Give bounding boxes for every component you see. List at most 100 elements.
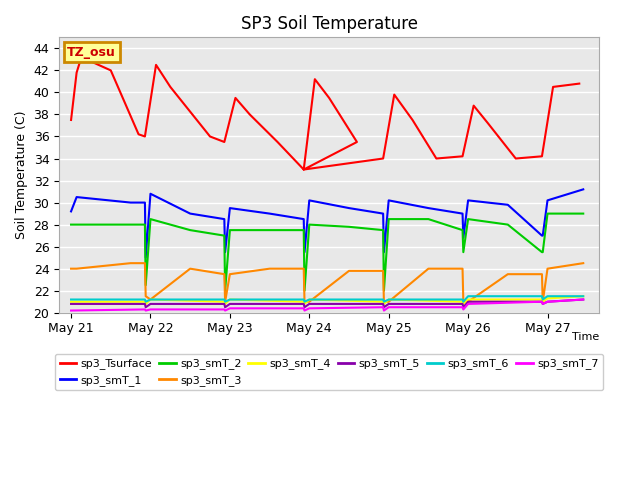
sp3_smT_2	[504, 222, 511, 228]
sp3_smT_2	[543, 211, 551, 216]
sp3_Tsurface	[300, 167, 308, 172]
sp3_Tsurface	[220, 139, 228, 145]
sp3_Tsurface	[459, 154, 467, 159]
sp3_smT_6	[460, 299, 467, 305]
sp3_smT_2	[300, 227, 308, 233]
sp3_smT_5	[147, 301, 154, 307]
sp3_smT_4	[141, 299, 148, 305]
sp3_smT_2	[380, 227, 387, 233]
sp3_smT_6	[539, 297, 547, 302]
sp3_smT_3	[226, 271, 234, 277]
sp3_smT_6	[226, 297, 234, 302]
sp3_smT_6	[543, 293, 551, 299]
sp3_Tsurface	[274, 139, 282, 145]
sp3_Tsurface	[107, 68, 115, 73]
sp3_Tsurface	[549, 84, 557, 90]
sp3_smT_7	[226, 305, 234, 311]
sp3_smT_7	[380, 308, 388, 313]
sp3_smT_3	[127, 260, 134, 266]
sp3_smT_3	[345, 268, 353, 274]
sp3_smT_1	[147, 191, 154, 197]
Title: SP3 Soil Temperature: SP3 Soil Temperature	[241, 15, 418, 33]
sp3_smT_6	[380, 297, 387, 302]
sp3_smT_3	[305, 299, 313, 305]
sp3_smT_1	[380, 211, 387, 216]
Line: sp3_Tsurface: sp3_Tsurface	[71, 57, 579, 169]
sp3_smT_6	[221, 299, 229, 305]
sp3_Tsurface	[206, 133, 214, 139]
sp3_Tsurface	[353, 139, 361, 145]
sp3_smT_2	[579, 211, 587, 216]
sp3_smT_7	[141, 307, 148, 312]
sp3_smT_2	[221, 288, 229, 294]
sp3_smT_4	[221, 301, 229, 307]
sp3_smT_2	[73, 222, 81, 228]
sp3_Tsurface	[134, 132, 142, 137]
sp3_smT_6	[147, 297, 154, 302]
sp3_smT_4	[464, 297, 472, 302]
sp3_smT_2	[147, 216, 154, 222]
Line: sp3_smT_2: sp3_smT_2	[71, 214, 583, 291]
sp3_smT_6	[305, 297, 313, 302]
sp3_smT_7	[539, 301, 547, 307]
sp3_smT_1	[226, 205, 234, 211]
sp3_smT_4	[385, 297, 392, 302]
sp3_smT_6	[464, 293, 472, 299]
sp3_smT_7	[305, 305, 313, 311]
sp3_smT_2	[141, 222, 148, 228]
sp3_Tsurface	[166, 84, 174, 90]
sp3_smT_2	[424, 216, 432, 222]
sp3_smT_5	[67, 301, 75, 307]
sp3_smT_6	[579, 293, 587, 299]
sp3_smT_5	[301, 304, 308, 310]
sp3_smT_4	[538, 297, 546, 302]
sp3_smT_7	[67, 308, 75, 313]
sp3_smT_4	[226, 297, 234, 302]
sp3_smT_3	[73, 266, 81, 272]
sp3_smT_1	[127, 200, 134, 205]
sp3_smT_1	[385, 197, 392, 203]
sp3_smT_6	[300, 297, 308, 302]
sp3_smT_3	[543, 266, 551, 272]
sp3_smT_6	[220, 297, 228, 302]
sp3_smT_1	[543, 197, 551, 203]
sp3_smT_1	[73, 194, 81, 200]
Line: sp3_smT_3: sp3_smT_3	[71, 263, 583, 302]
sp3_smT_5	[543, 299, 551, 305]
Line: sp3_smT_6: sp3_smT_6	[71, 296, 583, 302]
sp3_smT_3	[141, 260, 148, 266]
sp3_Tsurface	[73, 70, 81, 75]
sp3_Tsurface	[300, 167, 308, 172]
sp3_smT_3	[147, 297, 154, 302]
sp3_smT_1	[301, 249, 308, 255]
Text: TZ_osu: TZ_osu	[67, 46, 116, 59]
sp3_smT_3	[504, 271, 511, 277]
sp3_smT_7	[300, 305, 308, 311]
sp3_smT_4	[220, 299, 228, 305]
sp3_smT_5	[579, 297, 587, 302]
sp3_smT_5	[300, 301, 308, 307]
sp3_smT_6	[301, 299, 308, 305]
sp3_smT_5	[464, 299, 472, 305]
sp3_smT_2	[345, 224, 353, 230]
sp3_smT_2	[127, 222, 134, 228]
sp3_smT_2	[460, 249, 467, 255]
sp3_smT_3	[579, 260, 587, 266]
sp3_smT_1	[380, 249, 388, 255]
sp3_smT_7	[142, 308, 150, 313]
sp3_smT_7	[579, 297, 587, 302]
sp3_smT_3	[300, 266, 308, 272]
sp3_Tsurface	[67, 117, 75, 123]
sp3_smT_4	[459, 299, 467, 305]
sp3_smT_7	[459, 304, 467, 310]
sp3_smT_4	[543, 296, 551, 301]
sp3_smT_3	[459, 266, 467, 272]
sp3_smT_2	[266, 227, 273, 233]
sp3_smT_2	[539, 249, 547, 255]
sp3_smT_2	[226, 227, 234, 233]
sp3_smT_5	[305, 301, 313, 307]
sp3_Tsurface	[152, 62, 160, 68]
sp3_smT_1	[141, 200, 148, 205]
sp3_smT_1	[67, 208, 75, 214]
sp3_smT_6	[385, 297, 392, 302]
